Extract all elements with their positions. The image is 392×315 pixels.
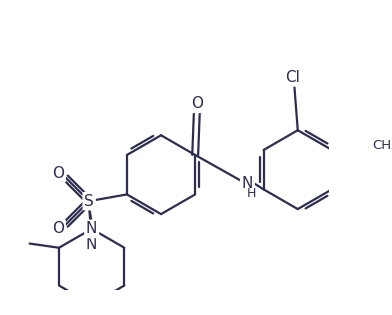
Text: N: N [242, 175, 253, 191]
Text: N: N [86, 221, 97, 236]
Text: N: N [86, 237, 97, 252]
Text: O: O [52, 166, 64, 181]
Text: Cl: Cl [285, 70, 300, 85]
Text: O: O [191, 96, 203, 111]
Text: S: S [84, 194, 94, 209]
Text: CH₃: CH₃ [372, 139, 392, 152]
Text: H: H [247, 187, 256, 200]
Text: O: O [52, 221, 64, 236]
